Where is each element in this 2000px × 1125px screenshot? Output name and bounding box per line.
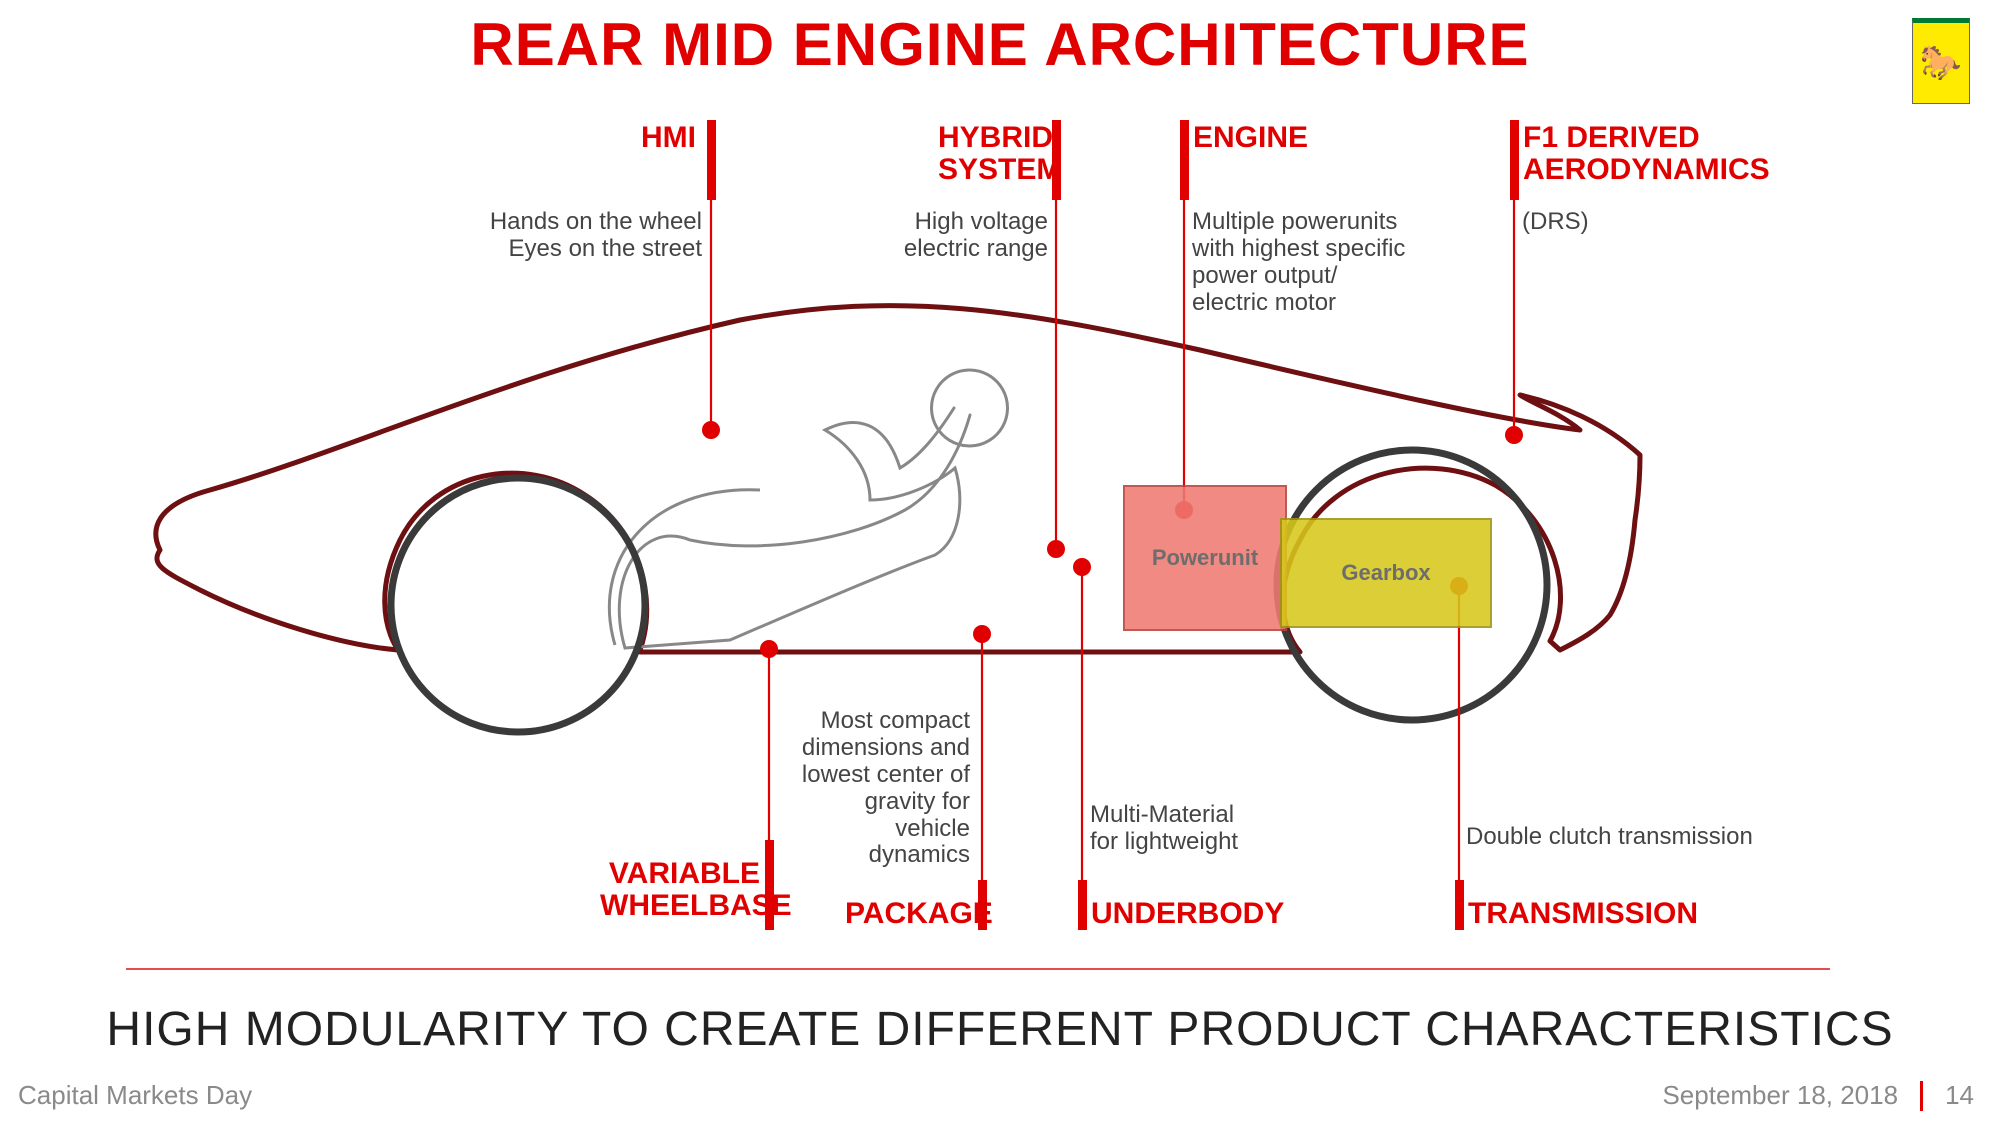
callout-bar-engine: [1180, 120, 1189, 200]
callout-title-transmission: TRANSMISSION: [1468, 898, 1698, 930]
callout-bar-underbody: [1078, 880, 1087, 930]
gearbox-label: Gearbox: [1341, 560, 1430, 586]
page-subtitle: HIGH MODULARITY TO CREATE DIFFERENT PROD…: [0, 1002, 2000, 1057]
callout-bar-aero: [1510, 120, 1519, 200]
callout-title-underbody: UNDERBODY: [1091, 898, 1271, 930]
subtitle-text: HIGH MODULARITY TO CREATE DIFFERENT PROD…: [106, 1003, 1893, 1056]
callout-title-package: PACKAGE: [845, 898, 975, 930]
callout-desc-aero: (DRS): [1522, 209, 1722, 236]
footer-left: Capital Markets Day: [18, 1080, 252, 1111]
powerunit-label: Powerunit: [1152, 545, 1258, 571]
callout-bar-hmi: [707, 120, 716, 200]
callout-desc-underbody: Multi-Materialfor lightweight: [1090, 802, 1290, 856]
footer-event: Capital Markets Day: [18, 1080, 252, 1110]
footer-separator: [1920, 1081, 1923, 1111]
divider-line: [126, 968, 1830, 970]
footer-right: September 18, 2018 14: [1662, 1080, 1974, 1111]
callout-title-wheelbase: VARIABLE WHEELBASE: [600, 858, 760, 921]
gearbox-box: Gearbox: [1280, 518, 1492, 628]
powerunit-box: Powerunit: [1123, 485, 1287, 631]
callout-desc-transmission: Double clutch transmission: [1466, 824, 1766, 851]
callout-desc-engine: Multiple powerunits with highest specifi…: [1192, 209, 1422, 317]
callout-title-aero: F1 DERIVED AERODYNAMICS: [1523, 122, 1783, 185]
callout-title-engine: ENGINE: [1193, 122, 1313, 154]
callout-desc-package: Most compact dimensions and lowest cente…: [800, 708, 970, 869]
callout-title-hybrid: HYBRID SYSTEM: [938, 122, 1048, 185]
callout-desc-hmi: Hands on the wheelEyes on the street: [482, 209, 702, 263]
footer-page: 14: [1945, 1080, 1974, 1111]
callout-desc-hybrid: High voltageelectric range: [900, 209, 1048, 263]
callout-title-hmi: HMI: [636, 122, 696, 154]
footer-date: September 18, 2018: [1662, 1080, 1898, 1111]
callout-bar-transmission: [1455, 880, 1464, 930]
